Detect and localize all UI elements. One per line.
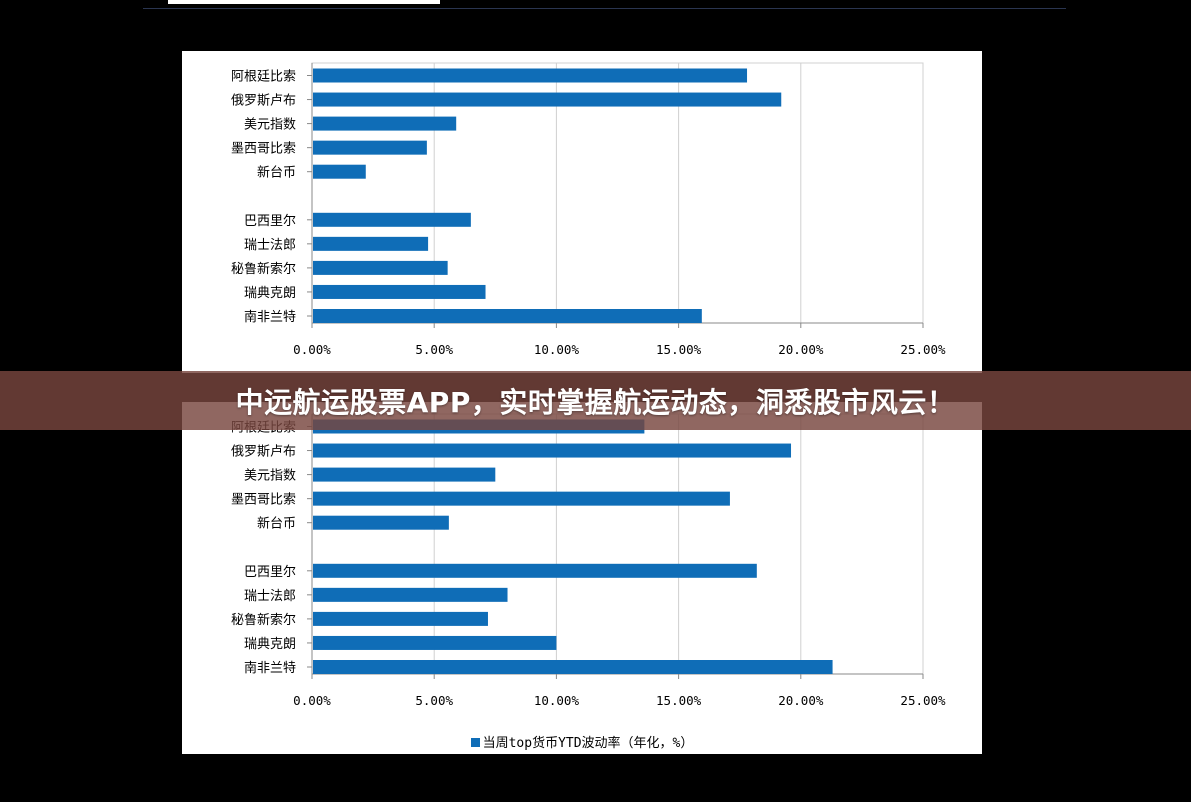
bar [313,515,449,530]
x-tick-label: 20.00% [778,342,824,357]
bar [313,284,486,299]
bar [313,164,366,179]
category-label: 俄罗斯卢布 [231,93,296,109]
category-label: 南非兰特 [244,309,296,325]
bar [313,236,429,251]
top-white-block [168,0,440,4]
category-label: 新台币 [257,165,296,181]
x-tick-label: 0.00% [293,342,331,357]
category-label: 巴西里尔 [244,214,296,229]
bar [313,635,557,650]
bar [313,611,488,626]
x-tick-label: 15.00% [656,693,702,708]
x-tick-label: 20.00% [778,693,824,708]
chart-panel-2: 0.00%5.00%10.00%15.00%20.00%25.00%阿根廷比索俄… [182,402,982,754]
bar [313,563,757,578]
bar [313,212,471,227]
bar [313,260,448,275]
category-label: 秘鲁新索尔 [231,612,296,628]
category-label: 阿根廷比索 [231,70,296,85]
top-divider [143,8,1066,9]
category-label: 瑞士法郎 [244,238,296,253]
x-tick-label: 25.00% [900,342,946,357]
x-tick-label: 0.00% [293,693,331,708]
category-label: 美元指数 [244,118,296,133]
promo-banner[interactable]: 中远航运股票APP，实时掌握航运动态，洞悉股市风云！ [0,371,1191,430]
bar-chart-2: 0.00%5.00%10.00%15.00%20.00%25.00%阿根廷比索俄… [231,413,946,708]
bar [313,68,748,83]
category-label: 俄罗斯卢布 [231,444,296,460]
bar [313,587,508,602]
x-tick-label: 10.00% [534,342,580,357]
category-label: 新台币 [257,516,296,532]
category-label: 瑞士法郎 [244,589,296,604]
x-tick-label: 15.00% [656,342,702,357]
bar [313,491,730,506]
bar [313,467,496,482]
x-tick-label: 5.00% [415,693,453,708]
category-label: 秘鲁新索尔 [231,261,296,277]
x-tick-label: 10.00% [534,693,580,708]
chart-panel-1: 0.00% 5.00% 10.00% 15.00% 20.00% 25.00% 阿根廷比索俄… [182,51,982,373]
legend-swatch [470,738,480,747]
bar [313,443,792,458]
bar-chart-1: 0.00% 5.00% 10.00% 15.00% 20.00% 25.00% 阿根廷比索俄… [231,62,946,357]
bar [313,116,457,131]
legend-label: 当周top货币YTD波动率（年化，%） [482,736,694,751]
category-label: 墨西哥比索 [231,142,296,157]
category-label: 瑞典克朗 [244,286,296,301]
bar [313,140,427,155]
bar [313,309,702,323]
category-label: 美元指数 [244,469,296,484]
category-label: 瑞典克朗 [244,637,296,652]
x-tick-label: 5.00% [415,342,453,357]
category-label: 巴西里尔 [244,565,296,580]
category-label: 南非兰特 [244,660,296,676]
chart-legend: 当周top货币YTD波动率（年化，%） [182,732,982,751]
bar [313,92,782,107]
category-label: 墨西哥比索 [231,493,296,508]
banner-title: 中远航运股票APP，实时掌握航运动态，洞悉股市风云！ [235,385,956,419]
x-tick-label: 25.00% [900,693,946,708]
bar [313,660,833,674]
